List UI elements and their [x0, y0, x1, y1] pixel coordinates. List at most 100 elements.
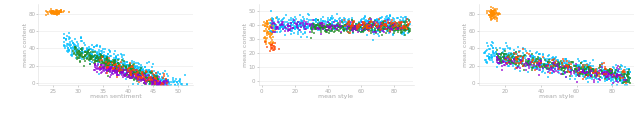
Point: [357, 27, 367, 29]
Point: [153, 87, 163, 89]
Point: [501, 53, 511, 55]
Point: [484, 57, 494, 59]
Point: [360, 29, 370, 31]
Point: [275, 27, 285, 29]
Point: [141, 71, 151, 73]
Point: [385, 22, 395, 24]
Point: [125, 63, 135, 65]
Point: [582, 71, 593, 73]
Point: [117, 60, 127, 61]
Point: [567, 67, 577, 69]
Point: [292, 23, 302, 25]
Point: [330, 28, 340, 30]
Point: [607, 74, 617, 76]
Point: [143, 83, 154, 85]
Point: [116, 65, 126, 67]
Point: [527, 69, 538, 71]
Point: [366, 24, 376, 26]
Point: [391, 27, 401, 29]
Point: [150, 80, 161, 82]
Point: [486, 11, 497, 13]
Point: [317, 25, 328, 27]
Point: [547, 57, 557, 59]
Point: [392, 29, 403, 31]
Point: [560, 65, 570, 67]
Point: [485, 54, 495, 56]
Point: [569, 65, 579, 67]
Point: [335, 22, 345, 24]
Point: [497, 59, 508, 61]
Point: [547, 72, 557, 74]
Point: [150, 77, 161, 79]
Point: [492, 56, 502, 58]
Point: [124, 67, 134, 69]
Point: [124, 67, 134, 69]
Point: [543, 65, 553, 67]
Point: [103, 69, 113, 71]
Point: [63, 47, 74, 49]
Point: [85, 58, 95, 60]
Point: [268, 41, 278, 42]
Point: [266, 31, 276, 33]
Point: [282, 30, 292, 32]
Point: [77, 52, 87, 54]
Point: [99, 66, 109, 68]
Point: [579, 67, 589, 69]
Point: [114, 69, 124, 71]
Point: [102, 64, 112, 66]
Point: [272, 26, 282, 28]
Point: [498, 56, 508, 58]
Point: [591, 72, 601, 74]
Point: [358, 27, 368, 29]
Point: [118, 71, 129, 73]
Point: [573, 66, 583, 68]
Point: [278, 28, 289, 30]
Point: [592, 74, 602, 76]
Point: [619, 76, 629, 78]
Point: [393, 25, 403, 27]
Point: [595, 64, 605, 66]
Point: [378, 34, 388, 36]
Point: [103, 66, 113, 68]
Point: [79, 58, 89, 60]
Point: [388, 18, 399, 20]
Point: [338, 29, 348, 31]
Point: [95, 55, 106, 57]
Point: [362, 26, 372, 28]
Point: [564, 62, 574, 64]
Point: [375, 23, 385, 25]
Point: [148, 83, 159, 85]
Point: [504, 65, 514, 67]
Point: [116, 69, 127, 71]
Point: [77, 58, 88, 60]
Point: [487, 10, 497, 12]
Point: [614, 68, 624, 70]
Point: [364, 29, 374, 31]
Point: [357, 23, 367, 25]
Point: [551, 60, 561, 62]
Point: [600, 74, 610, 76]
Point: [119, 65, 129, 66]
Point: [613, 79, 623, 81]
Point: [270, 25, 280, 26]
Point: [616, 74, 627, 76]
Point: [493, 14, 503, 16]
Point: [267, 45, 277, 46]
Point: [342, 30, 353, 32]
Point: [271, 17, 282, 19]
Point: [605, 72, 615, 74]
Point: [362, 27, 372, 29]
Point: [609, 75, 620, 77]
Point: [135, 69, 145, 71]
Point: [132, 71, 143, 73]
Point: [528, 55, 538, 57]
Point: [565, 71, 575, 73]
Point: [55, 10, 65, 12]
Point: [399, 35, 409, 36]
Point: [333, 22, 344, 24]
Point: [381, 29, 392, 31]
Point: [52, 12, 62, 14]
Point: [55, 10, 65, 12]
Point: [584, 73, 594, 75]
Point: [350, 25, 360, 27]
